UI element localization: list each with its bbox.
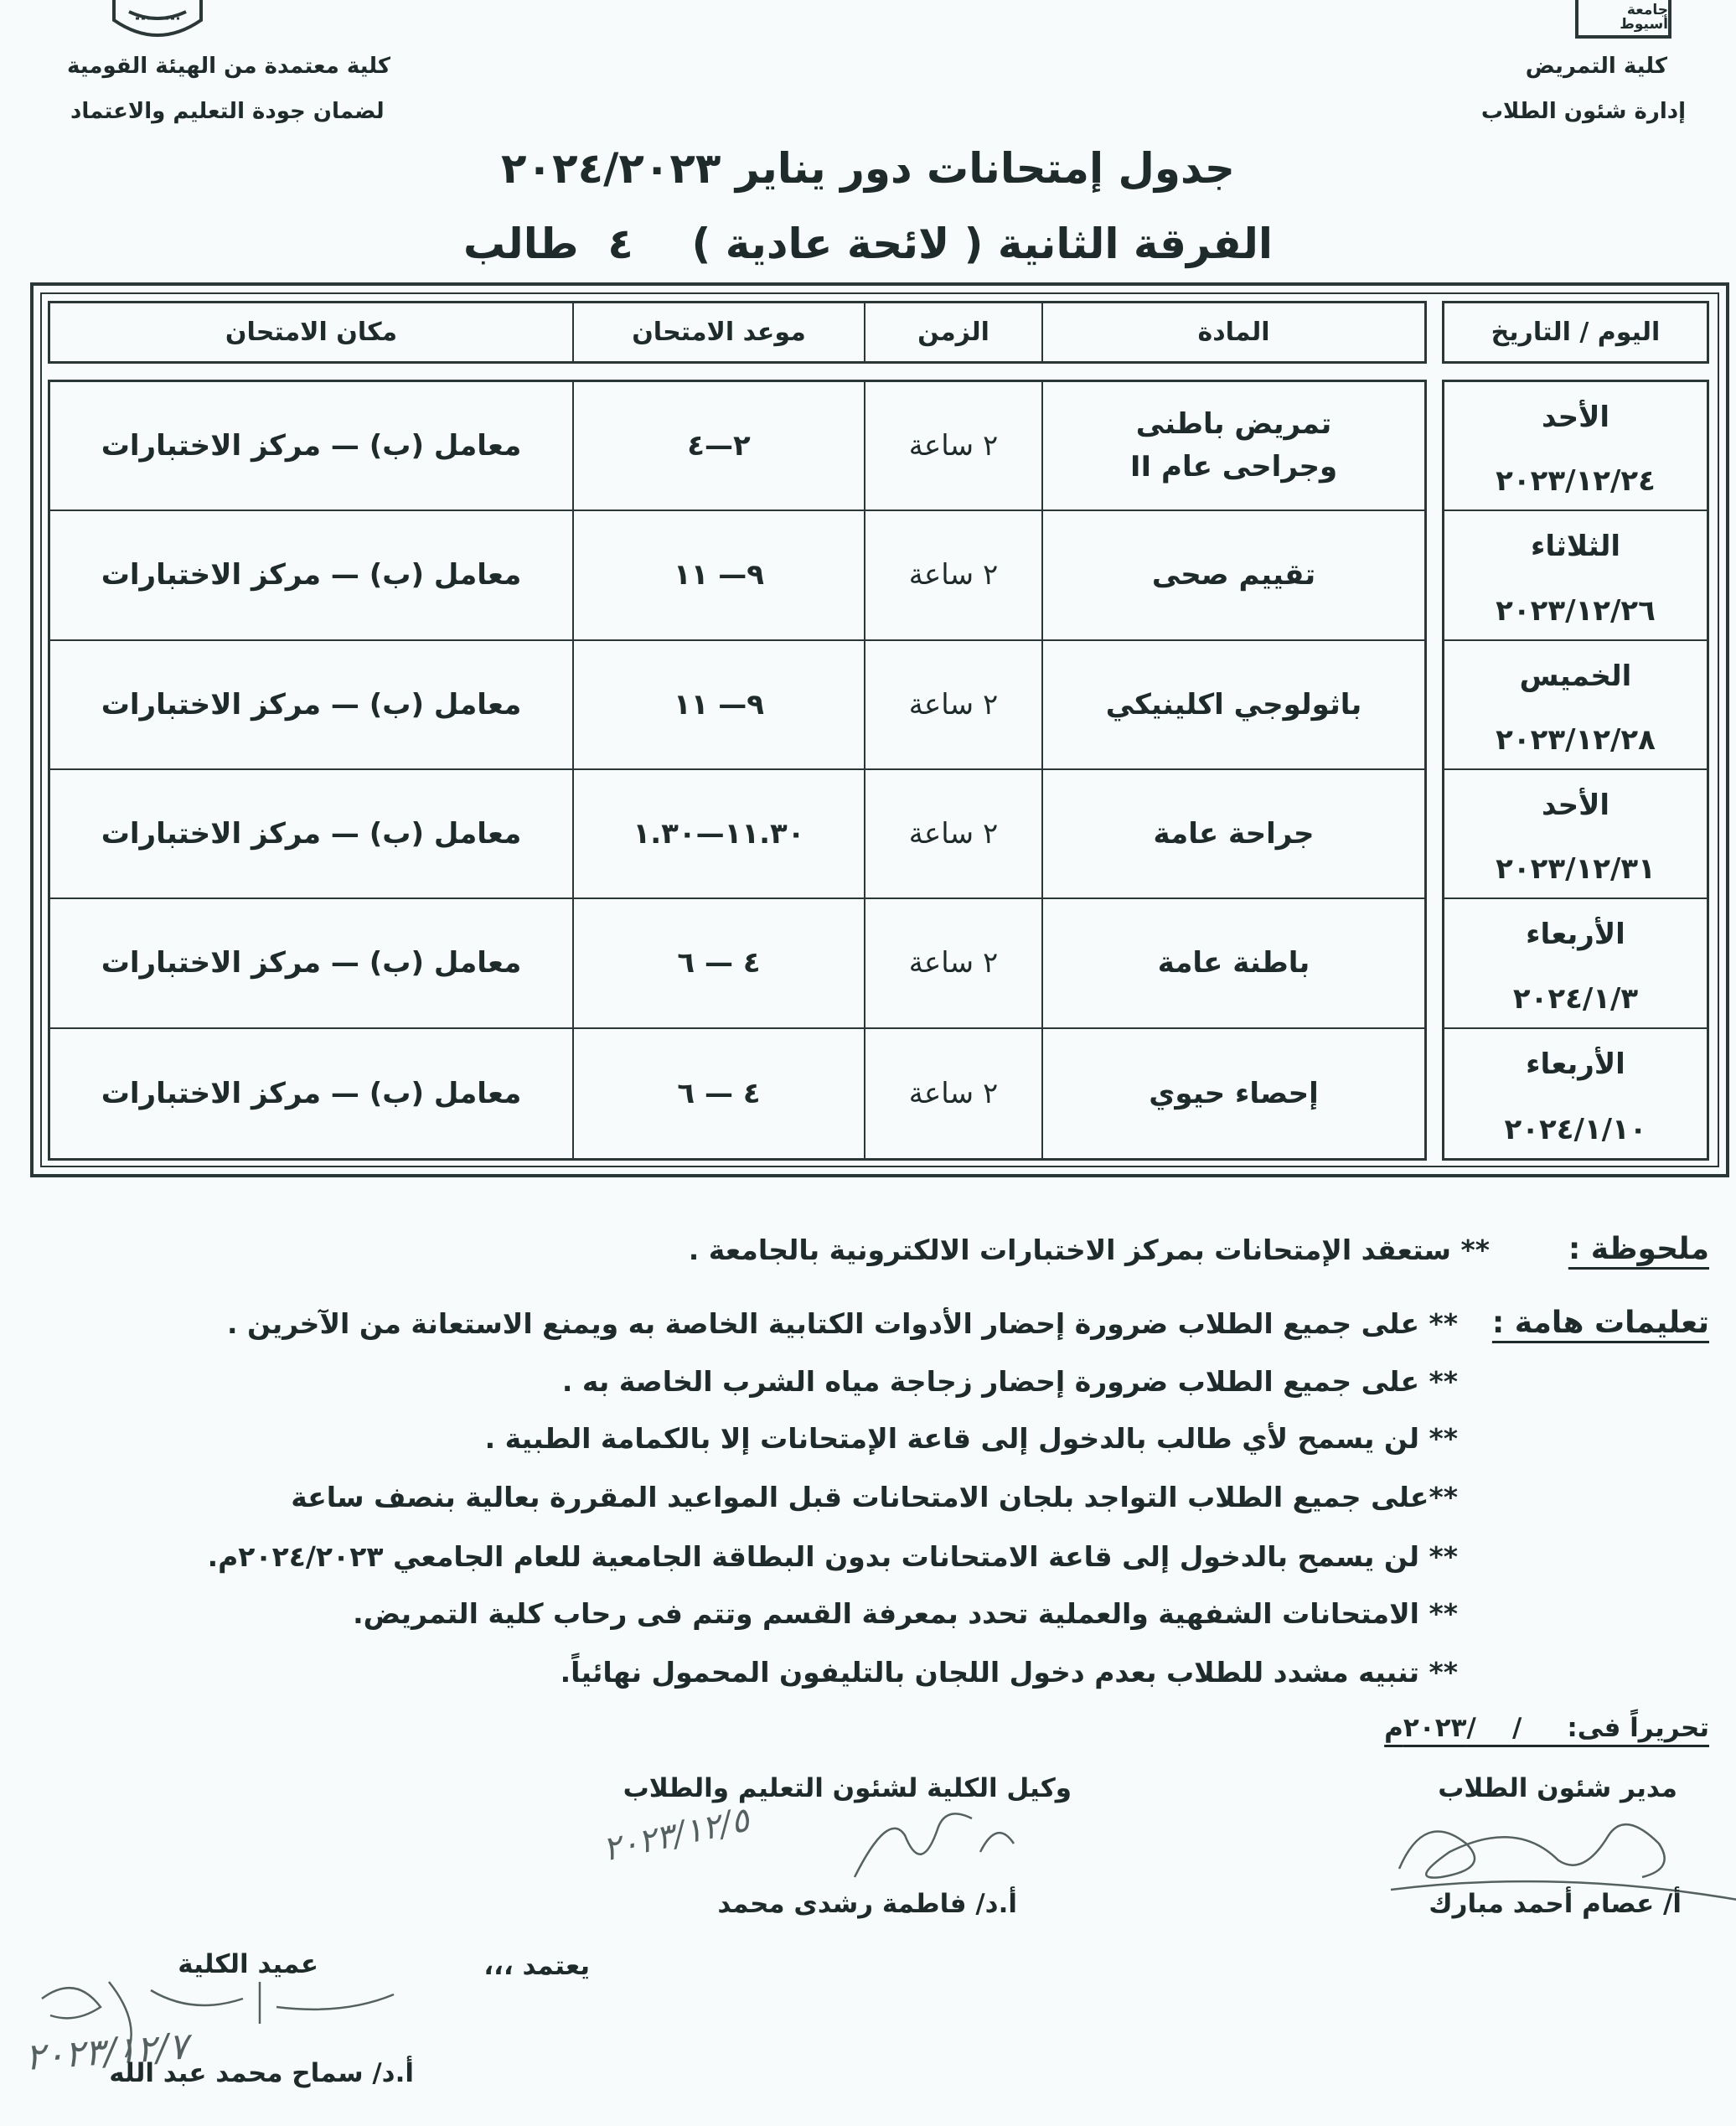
table-inner-frame xyxy=(40,292,1719,1167)
vice-dean-signature xyxy=(853,1813,1015,1878)
exam-date: ٢٠٢٣/١٢/٢٦ xyxy=(1496,593,1656,628)
day-name: الخميس xyxy=(1519,659,1632,693)
day-name: الأحد xyxy=(1541,401,1610,434)
cell-time: ٤ — ٦ xyxy=(574,899,865,1029)
instruction-item: ** الامتحانات الشفهية والعملية تحدد بمعر… xyxy=(353,1597,1458,1630)
accreditation-line1: كلية معتمدة من الهيئة القومية xyxy=(67,54,391,79)
cell-duration: ٢ ساعة xyxy=(865,1028,1043,1158)
university-logo: جامعة أسيوط xyxy=(1575,0,1671,39)
faculty-name: كلية التمريض xyxy=(1525,54,1667,79)
instructions-label: تعليمات هامة : xyxy=(1491,1306,1709,1340)
header-duration: الزمن xyxy=(865,303,1043,361)
exam-date: ٢٠٢٣/١٢/٢٤ xyxy=(1496,464,1656,499)
header-subject: المادة xyxy=(1197,318,1270,347)
cell-subject: جراحة عامة xyxy=(1043,770,1424,900)
department-name: إدارة شئون الطلاب xyxy=(1480,99,1686,124)
dean-signature xyxy=(41,1981,395,2058)
note-label: ملحوظة : xyxy=(1568,1232,1709,1266)
student-affairs-name: أ/ عصام أحمد مبارك xyxy=(1429,1889,1682,1919)
instruction-item: ** لن يسمح لأي طالب بالدخول إلى قاعة الإ… xyxy=(484,1422,1458,1455)
cell-location: معامل (ب) — مركز الاختبارات xyxy=(50,511,574,641)
instruction-item: ** لن يسمح بالدخول إلى قاعة الامتحانات ب… xyxy=(207,1540,1458,1573)
page-subtitle: الفرقة الثانية ( لائحة عادية ) ٤ طالب xyxy=(462,220,1273,268)
cell-subject: إحصاء حيوي xyxy=(1149,1076,1319,1110)
subject-line2: وجراحى عام II xyxy=(1129,450,1338,484)
accreditation-line2: لضمان جودة التعليم والاعتماد xyxy=(70,99,385,124)
instruction-item: ** تنبيه مشدد للطلاب بعدم دخول اللجان با… xyxy=(560,1656,1458,1689)
table-header-day: اليوم / التاريخ xyxy=(1442,301,1709,364)
day-name: الأربعاء xyxy=(1526,1047,1625,1081)
vice-dean-signature-date: ٢٠٢٣/١٢/٥ xyxy=(599,1800,753,1870)
vice-dean-name: أ.د/ فاطمة رشدى محمد xyxy=(717,1889,1017,1919)
cell-location: معامل (ب) — مركز الاختبارات xyxy=(50,382,574,512)
cell-time: ٢—٤ xyxy=(574,382,865,512)
cell-location: معامل (ب) — مركز الاختبارات xyxy=(50,899,574,1029)
cell-subject: باثولوجي اكلينيكي xyxy=(1043,641,1424,770)
dean-name: أ.د/ سماح محمد عبد الله xyxy=(109,2058,414,2088)
cell-subject: باطنة عامة xyxy=(1043,899,1424,1029)
cell-duration: ٢ ساعة xyxy=(865,382,1043,512)
student-affairs-signature xyxy=(1390,1823,1736,1901)
instruction-item: ** على جميع الطلاب ضرورة إحضار زجاجة ميا… xyxy=(561,1365,1458,1398)
cell-day-date: الخميس ٢٠٢٣/١٢/٢٨ xyxy=(1444,641,1707,770)
approved-label: يعتمد ،،، xyxy=(483,1951,590,1981)
table-day-column: الأحد ٢٠٢٣/١٢/٢٤ الثلاثاء ٢٠٢٣/١٢/٢٦ الخمي… xyxy=(1442,380,1709,1161)
cell-time: ١١.٣٠—١.٣٠ xyxy=(574,769,865,900)
vice-dean-title: وكيل الكلية لشئون التعليم والطلاب xyxy=(623,1773,1072,1803)
day-name: الأربعاء xyxy=(1526,918,1625,952)
exam-date: ٢٠٢٤/١/٣ xyxy=(1512,981,1639,1016)
cell-location: معامل (ب) — مركز الاختبارات xyxy=(50,769,574,900)
subject-line1: تمريض باطنى xyxy=(1135,407,1332,442)
cell-duration: ٢ ساعة xyxy=(865,769,1043,900)
exam-date: ٢٠٢٣/١٢/٢٨ xyxy=(1496,722,1656,757)
instruction-item: **على جميع الطلاب التواجد بلجان الامتحان… xyxy=(291,1481,1458,1513)
cell-time: ٩— ١١ xyxy=(574,511,865,641)
university-logo-text: جامعة أسيوط xyxy=(1620,2,1668,33)
dean-title: عميد الكلية xyxy=(178,1949,318,1979)
table-body: معامل (ب) — مركز الاختبارات ٢—٤ ٢ ساعة ت… xyxy=(48,380,1427,1161)
cell-day-date: الثلاثاء ٢٠٢٣/١٢/٢٦ xyxy=(1444,511,1707,641)
header-day-date: اليوم / التاريخ xyxy=(1491,318,1661,347)
cell-subject: تقييم صحى xyxy=(1043,511,1424,641)
table-outer-frame xyxy=(30,282,1729,1177)
cell-duration: ٢ ساعة xyxy=(865,640,1043,770)
note-text: ** ستعقد الإمتحانات بمركز الاختبارات الا… xyxy=(688,1234,1490,1266)
faculty-logo xyxy=(112,0,203,37)
header-time: موعد الامتحان xyxy=(574,303,865,361)
cell-location: معامل (ب) — مركز الاختبارات xyxy=(50,1028,574,1158)
cell-day-date: الأحد ٢٠٢٣/١٢/٢٤ xyxy=(1444,382,1707,512)
day-name: الثلاثاء xyxy=(1530,530,1621,564)
cell-time: ٤ — ٦ xyxy=(574,1028,865,1158)
instruction-item: ** على جميع الطلاب ضرورة إحضار الأدوات ا… xyxy=(227,1307,1458,1340)
page-title: جدول إمتحانات دور يناير ٢٠٢٤/٢٠٢٣ xyxy=(501,144,1235,193)
written-on-date: تحريراً فى: / /٢٠٢٣م xyxy=(1384,1713,1709,1743)
cell-time: ٩— ١١ xyxy=(574,640,865,770)
cell-day-date: الأربعاء ٢٠٢٤/١/١٠ xyxy=(1444,1029,1707,1158)
cell-duration: ٢ ساعة xyxy=(865,899,1043,1029)
exam-date: ٢٠٢٤/١/١٠ xyxy=(1504,1112,1647,1146)
table-header: مكان الامتحان موعد الامتحان الزمن المادة xyxy=(48,301,1427,364)
day-name: الأحد xyxy=(1541,788,1610,822)
cell-subject: تمريض باطنى وجراحى عام II xyxy=(1043,382,1424,512)
student-affairs-title: مدير شئون الطلاب xyxy=(1438,1773,1677,1803)
cell-location: معامل (ب) — مركز الاختبارات xyxy=(50,640,574,770)
cell-day-date: الأربعاء ٢٠٢٤/١/٣ xyxy=(1444,899,1707,1029)
cell-duration: ٢ ساعة xyxy=(865,511,1043,641)
exam-date: ٢٠٢٣/١٢/٣١ xyxy=(1496,852,1656,887)
header-location: مكان الامتحان xyxy=(50,303,574,361)
cell-day-date: الأحد ٢٠٢٣/١٢/٣١ xyxy=(1444,770,1707,900)
